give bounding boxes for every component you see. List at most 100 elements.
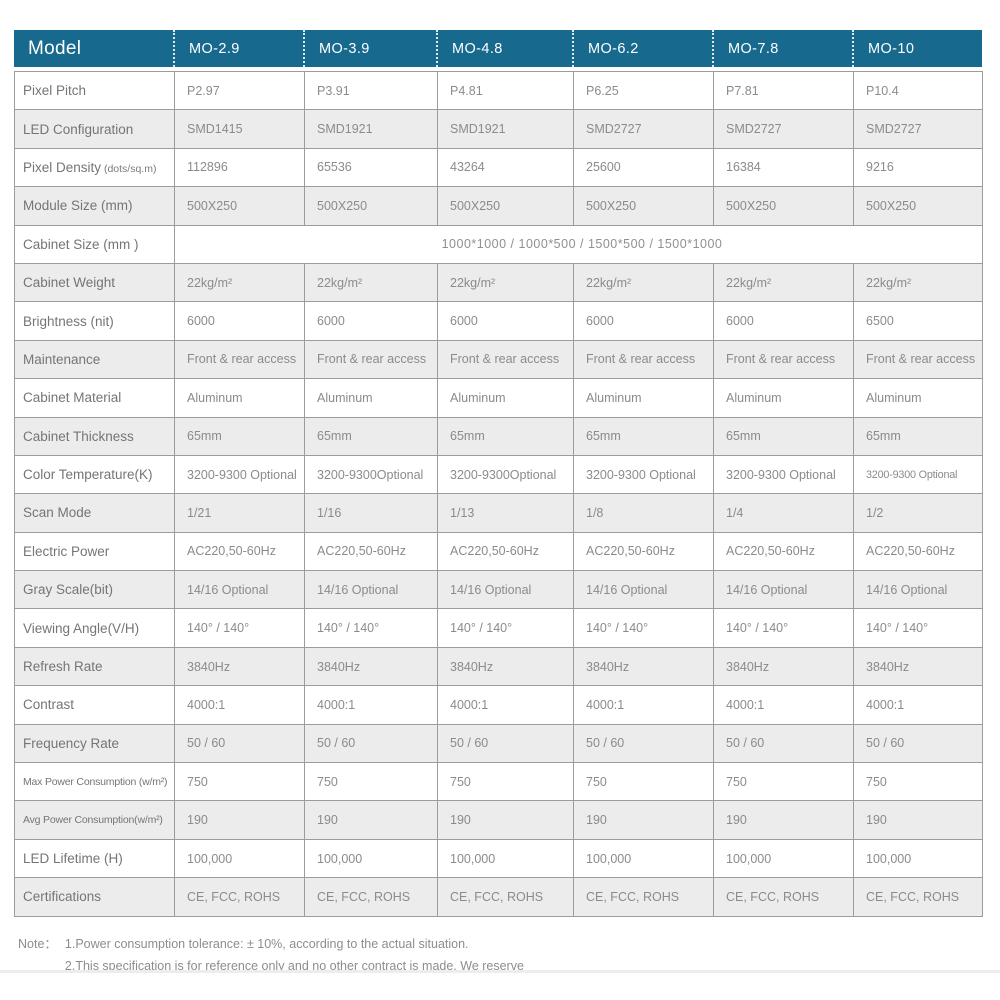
value-cell: P4.81 — [437, 70, 574, 111]
row-label: LED Configuration — [14, 109, 175, 149]
table-row: Maintenance Front & rear access Front & re… — [14, 339, 983, 380]
value-cell: 43264 — [437, 147, 574, 188]
value-cell: 1/21 — [174, 493, 305, 533]
value-cell: 750 — [853, 762, 983, 802]
value-cell: 1/4 — [713, 493, 854, 533]
table-row: Certifications CE, FCC, ROHS CE, FCC, ROHS… — [14, 877, 983, 917]
value-cell: 4000:1 — [304, 685, 438, 725]
value-cell: 6000 — [174, 301, 305, 341]
value-cell: 65536 — [304, 147, 438, 188]
value-cell: SMD2727 — [853, 109, 983, 149]
value-cell: Aluminum — [437, 378, 574, 418]
value-cell: 1/2 — [853, 493, 983, 533]
value-cell: AC220,50-60Hz — [713, 531, 854, 572]
value-cell: 3200-9300 Optional — [713, 454, 854, 495]
table-row: Viewing Angle(V/H) 140° / 140° 140° / 140°… — [14, 608, 983, 648]
row-label: Viewing Angle(V/H) — [14, 608, 175, 648]
value-cell: P7.81 — [713, 70, 854, 111]
value-cell: SMD1921 — [437, 109, 574, 149]
value-cell: 14/16 Optional — [304, 570, 438, 610]
row-label: Scan Mode — [14, 493, 175, 533]
value-cell: 100,000 — [713, 838, 854, 879]
value-cell: 500X250 — [304, 186, 438, 226]
value-cell: 750 — [437, 762, 574, 802]
value-cell: AC220,50-60Hz — [573, 531, 714, 572]
value-cell: 100,000 — [853, 838, 983, 879]
value-cell: AC220,50-60Hz — [437, 531, 574, 572]
value-cell: 14/16 Optional — [853, 570, 983, 610]
row-label: Gray Scale(bit) — [14, 570, 175, 610]
value-cell: 65mm — [713, 416, 854, 456]
value-cell: 500X250 — [174, 186, 305, 226]
value-cell: CE, FCC, ROHS — [853, 877, 983, 917]
value-cell: 3840Hz — [573, 646, 714, 687]
value-cell: 25600 — [573, 147, 714, 188]
row-label: Pixel Density (dots/sq.m) — [14, 147, 175, 188]
value-cell: 500X250 — [853, 186, 983, 226]
value-cell: 500X250 — [713, 186, 854, 226]
table-row: Brightness (nit) 6000 6000 6000 6000 6000 6500 — [14, 301, 983, 341]
table-row: Pixel Pitch P2.97 P3.91 P4.81 P6.25 P7.81 P10.… — [14, 70, 983, 111]
note-line-1: 1.Power consumption tolerance: ± 10%, ac… — [64, 936, 469, 951]
value-cell: 50 / 60 — [437, 723, 574, 764]
spec-table-header: Model MO-2.9 MO-3.9 MO-4.8 MO-6.2 MO-7.8 MO-1… — [14, 30, 982, 67]
value-cell: 750 — [174, 762, 305, 802]
column-header-mo-10: MO-10 — [852, 30, 982, 67]
value-cell: 140° / 140° — [573, 608, 714, 648]
value-cell: CE, FCC, ROHS — [174, 877, 305, 917]
value-cell: 65mm — [304, 416, 438, 456]
value-cell: 3200-9300 Optional — [174, 454, 305, 495]
column-header-mo-3.9: MO-3.9 — [303, 30, 437, 67]
value-cell: 3200-9300 Optional — [573, 454, 714, 495]
row-label: Cabinet Material — [14, 378, 175, 418]
table-row: Module Size (mm) 500X250 500X250 500X250 500… — [14, 186, 983, 226]
value-cell: 6000 — [304, 301, 438, 341]
value-cell: 100,000 — [174, 838, 305, 879]
value-cell: 140° / 140° — [713, 608, 854, 648]
value-cell: AC220,50-60Hz — [853, 531, 983, 572]
value-cell: Front & rear access — [304, 339, 438, 380]
value-cell: 65mm — [437, 416, 574, 456]
value-cell: 750 — [573, 762, 714, 802]
value-cell: 65mm — [573, 416, 714, 456]
row-label: Frequency Rate — [14, 723, 175, 764]
model-header-cell: Model — [14, 30, 174, 67]
column-header-mo-7.8: MO-7.8 — [712, 30, 853, 67]
value-cell: 190 — [304, 800, 438, 840]
value-cell: 3200-9300Optional — [437, 454, 574, 495]
table-row: Contrast 4000:1 4000:1 4000:1 4000:1 4000:1 40… — [14, 685, 983, 725]
value-cell: SMD2727 — [713, 109, 854, 149]
spec-sheet: Model MO-2.9 MO-3.9 MO-4.8 MO-6.2 MO-7.8 MO-1… — [14, 30, 983, 977]
table-row: Max Power Consumption (w/m²) 750 750 750 750… — [14, 762, 983, 802]
value-cell: 50 / 60 — [713, 723, 854, 764]
value-cell: 100,000 — [573, 838, 714, 879]
table-row: LED Lifetime (H) 100,000 100,000 100,000 100… — [14, 838, 983, 879]
table-row: Scan Mode 1/21 1/16 1/13 1/8 1/4 1/2 — [14, 493, 983, 533]
value-cell: CE, FCC, ROHS — [573, 877, 714, 917]
row-label: LED Lifetime (H) — [14, 838, 175, 879]
value-cell: 190 — [573, 800, 714, 840]
value-cell: 140° / 140° — [853, 608, 983, 648]
value-cell: Front & rear access — [713, 339, 854, 380]
value-cell: 50 / 60 — [304, 723, 438, 764]
value-cell: CE, FCC, ROHS — [304, 877, 438, 917]
value-cell: 65mm — [174, 416, 305, 456]
value-cell: 3200-9300Optional — [304, 454, 438, 495]
value-cell: 22kg/m² — [174, 262, 305, 303]
row-label: Pixel Pitch — [14, 70, 175, 111]
value-cell: 3840Hz — [437, 646, 574, 687]
value-cell: Front & rear access — [573, 339, 714, 380]
value-cell: 3840Hz — [174, 646, 305, 687]
row-label: Avg Power Consumption(w/m²) — [14, 800, 175, 840]
note-line-2: 2.This specification is for reference on… — [64, 958, 524, 973]
value-cell: 4000:1 — [573, 685, 714, 725]
value-cell: 14/16 Optional — [437, 570, 574, 610]
value-cell: 3840Hz — [304, 646, 438, 687]
table-row: Frequency Rate 50 / 60 50 / 60 50 / 60 50 / … — [14, 723, 983, 764]
value-cell: 100,000 — [437, 838, 574, 879]
row-label: Cabinet Thickness — [14, 416, 175, 456]
row-label: Cabinet Weight — [14, 262, 175, 303]
divider — [0, 970, 1000, 973]
value-cell: 6000 — [437, 301, 574, 341]
table-row: Cabinet Size (mm ) 1000*1000 / 1000*500 /… — [14, 224, 983, 264]
